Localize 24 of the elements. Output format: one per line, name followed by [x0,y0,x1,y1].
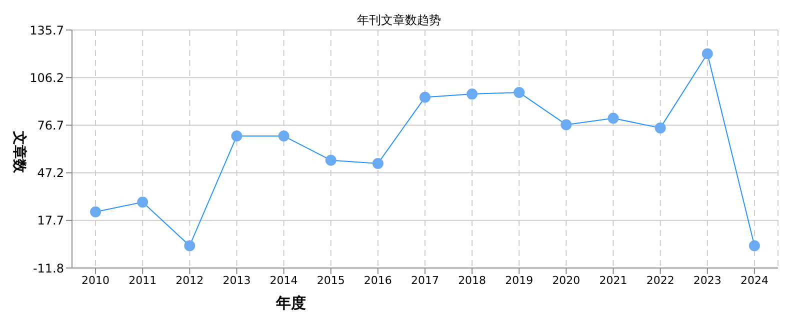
x-tick-label: 2018 [458,274,486,287]
x-tick-label: 2023 [693,274,722,287]
x-tick-label: 2022 [646,274,674,287]
x-tick-label: 2015 [316,274,345,287]
y-tick-label: 106.2 [30,70,64,85]
x-tick-label: 2010 [82,274,110,287]
x-axis-title: 年度 [276,294,306,313]
x-tick-label: 2013 [222,274,251,287]
y-tick-label: 47.2 [37,166,64,180]
y-tick-label: 76.7 [37,118,64,132]
chart-title: 年刊文章数趋势 [357,13,441,27]
x-tick-label: 2014 [270,274,298,287]
x-tick-label: 2019 [505,274,534,287]
x-tick-label: 2024 [740,274,768,287]
x-tick-label: 2012 [176,274,204,287]
x-tick-label: 2021 [599,274,628,287]
x-tick-label: 2011 [128,274,157,287]
x-tick-label: 2020 [552,274,580,287]
y-axis-title: 文章数 [10,130,28,175]
y-tick-label: 135.7 [30,23,64,38]
y-tick-label: -11.8 [32,261,64,276]
x-tick-label: 2017 [411,274,439,287]
x-tick-label: 2016 [364,274,392,287]
y-tick-label: 17.7 [37,214,64,228]
